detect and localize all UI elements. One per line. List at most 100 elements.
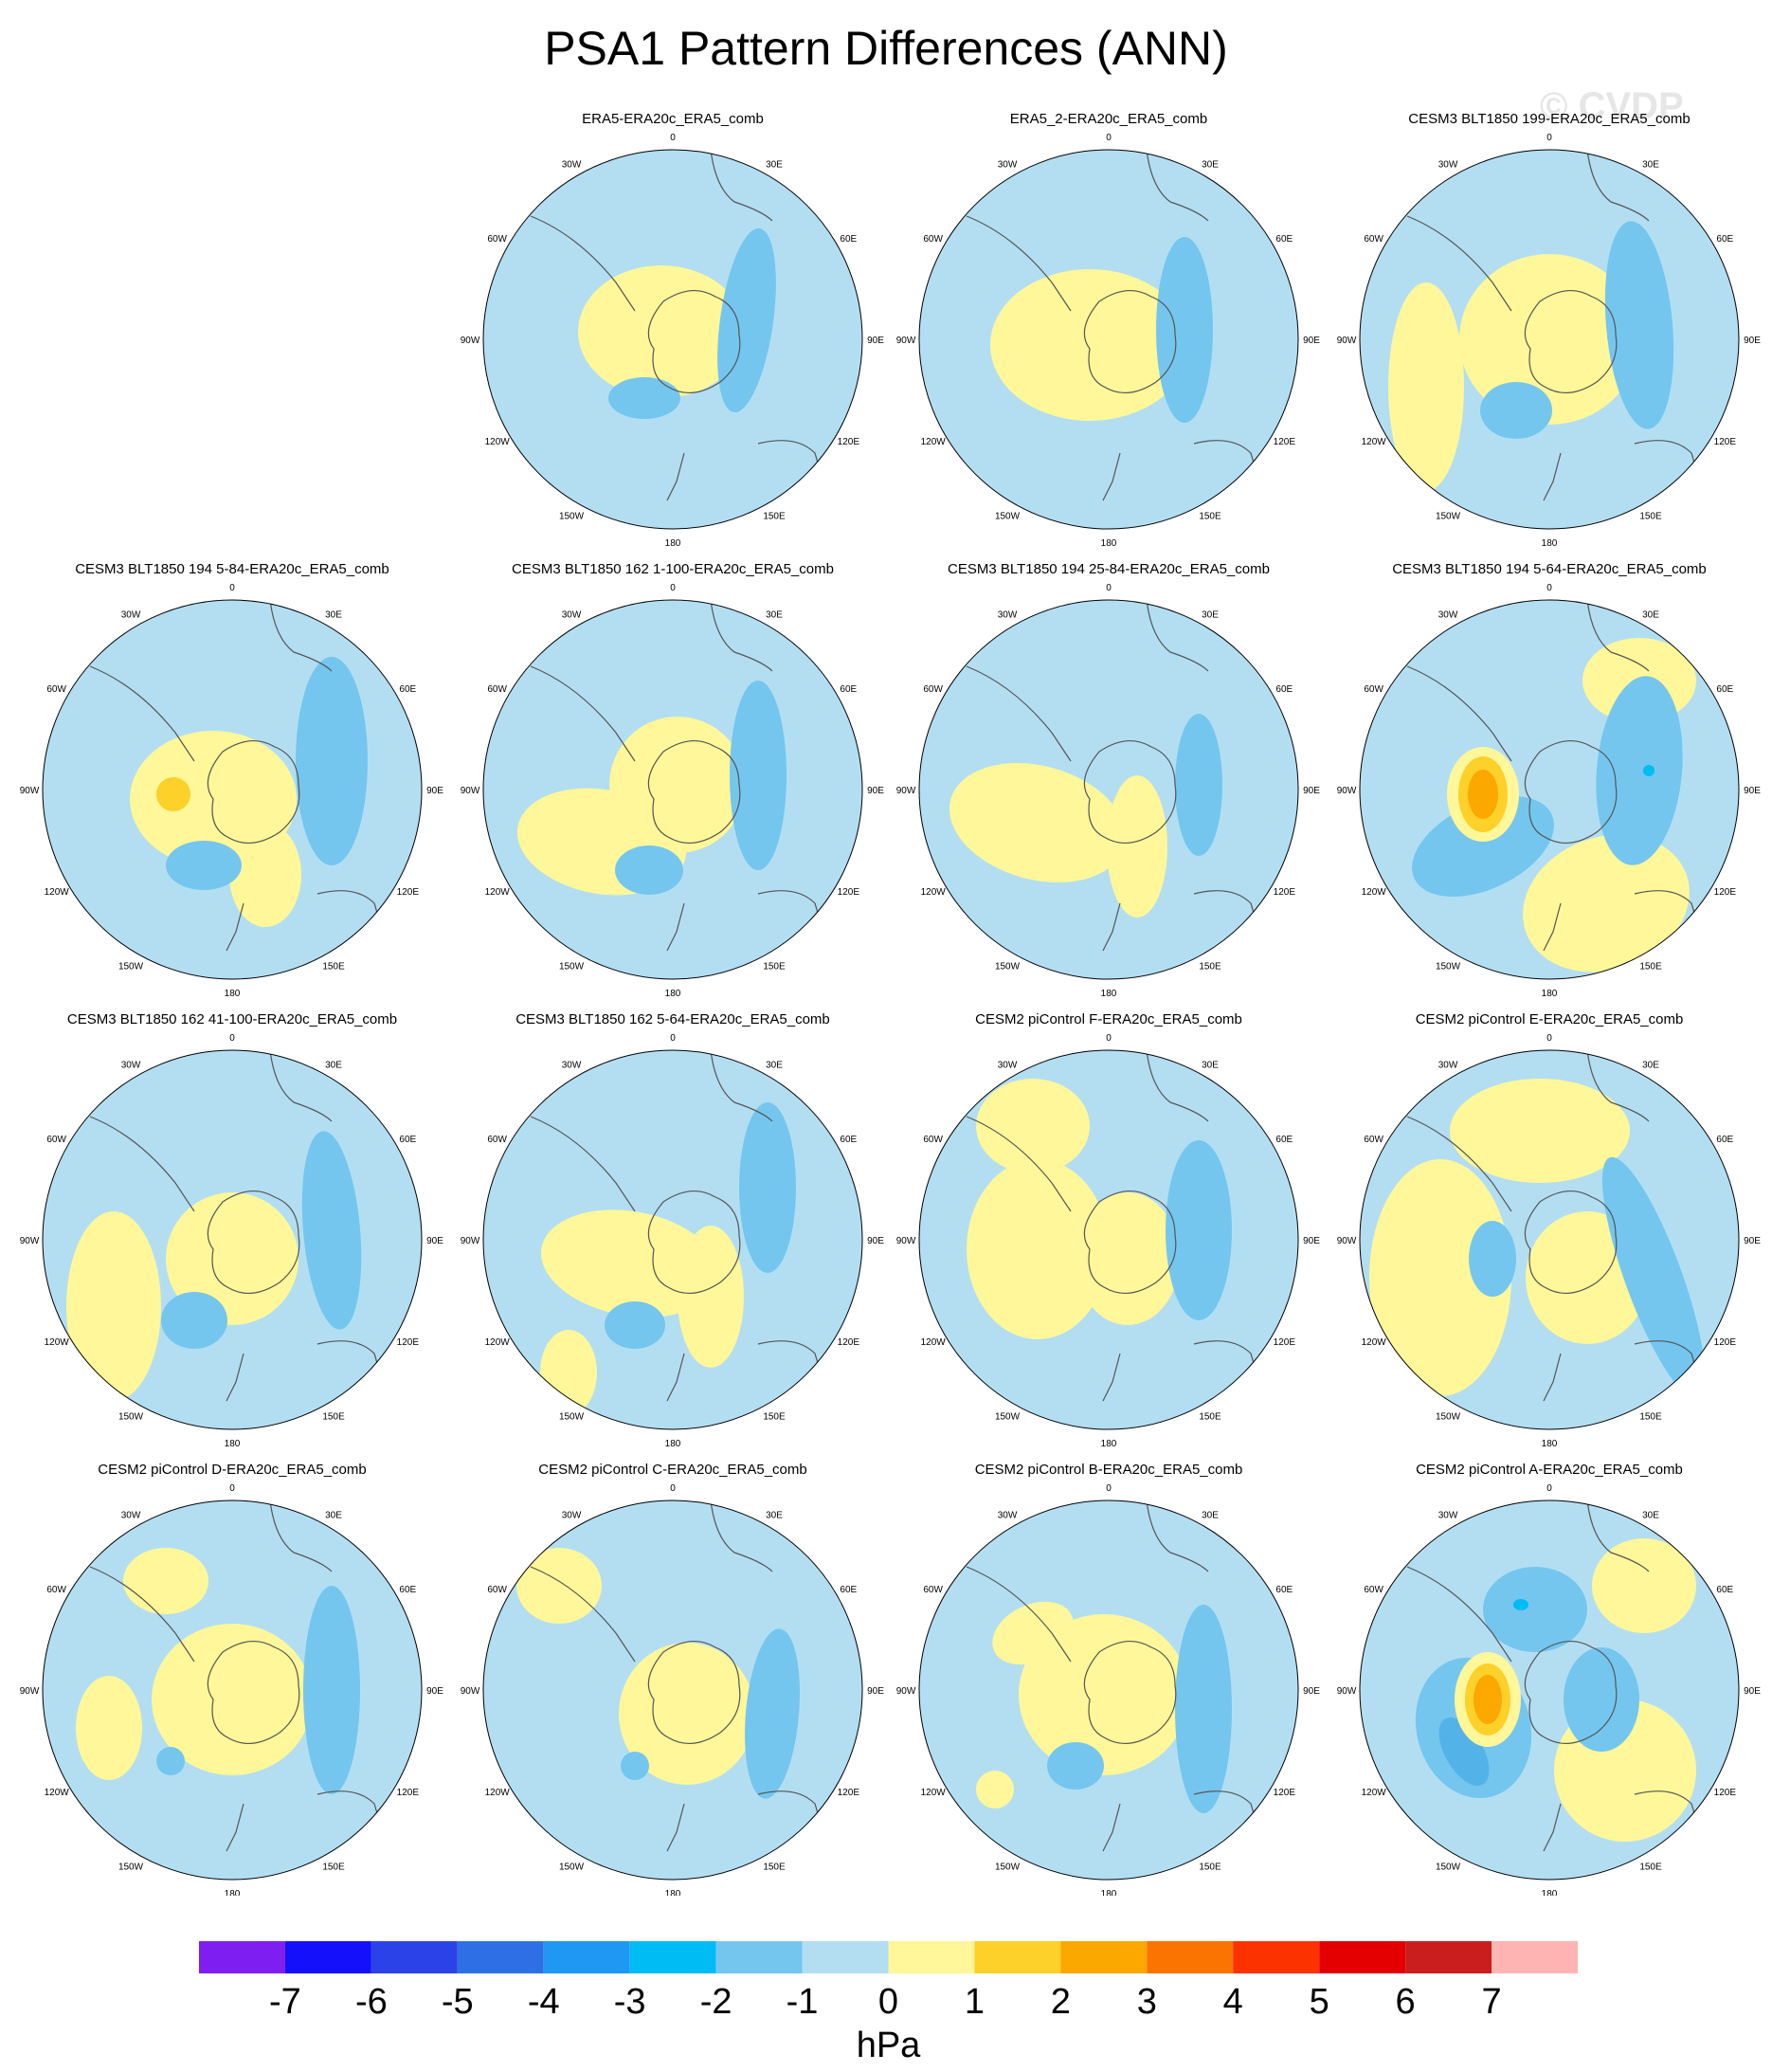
longitude-label: 150W — [118, 1862, 144, 1872]
longitude-label: 60W — [923, 1585, 943, 1595]
anomaly-contour — [1474, 1675, 1502, 1724]
longitude-label: 60W — [46, 1585, 66, 1595]
panel-title: ERA5-ERA20c_ERA5_comb — [582, 111, 764, 127]
figure-title: PSA1 Pattern Differences (ANN) — [544, 22, 1228, 75]
longitude-label: 150E — [763, 961, 786, 972]
longitude-label: 150W — [559, 961, 585, 972]
longitude-label: 60W — [487, 234, 507, 245]
panel-title: CESM2 piControl D-ERA20c_ERA5_comb — [98, 1462, 366, 1478]
map-panel: CESM2 piControl B-ERA20c_ERA5_comb 0 30E 60… — [896, 1462, 1321, 1896]
longitude-label: 90E — [426, 786, 443, 796]
longitude-label: 30W — [998, 160, 1018, 171]
longitude-label: 150W — [559, 1862, 585, 1872]
anomaly-contour — [990, 269, 1189, 421]
longitude-label: 150W — [995, 511, 1021, 521]
longitude-label: 30W — [121, 1511, 141, 1521]
longitude-label: 60W — [487, 1135, 507, 1145]
panel-title: CESM3 BLT1850 162 41-100-ERA20c_ERA5_com… — [67, 1011, 397, 1027]
longitude-label: 180 — [665, 538, 681, 549]
anomaly-contour — [976, 1079, 1090, 1173]
africa-coastline — [269, 1050, 333, 1122]
longitude-label: 30E — [1202, 160, 1219, 171]
africa-coastline — [1146, 1050, 1209, 1122]
longitude-label: 0 — [1106, 583, 1112, 593]
anomaly-contour — [1438, 1717, 1490, 1787]
longitude-label: 150E — [763, 511, 786, 521]
antarctica-coastline — [647, 290, 741, 393]
africa-coastline — [710, 1050, 773, 1122]
longitude-label: 180 — [665, 1889, 681, 1896]
longitude-label: 120W — [921, 1337, 947, 1348]
longitude-label: 0 — [229, 1033, 235, 1044]
longitude-label: 30W — [121, 610, 141, 621]
longitude-label: 120E — [1274, 437, 1296, 447]
colorbar-swatch — [1233, 1941, 1320, 1973]
map-panel: CESM2 piControl C-ERA20c_ERA5_comb 0 30E 60… — [461, 1462, 885, 1896]
longitude-label: 150W — [118, 961, 144, 972]
longitude-label: 0 — [229, 1483, 235, 1494]
new-zealand-coastline — [666, 1803, 685, 1852]
colorbar-tick: -2 — [700, 1982, 732, 2022]
map-panels: ERA5-ERA20c_ERA5_comb 0 30E 60E 90E 120E 150E 1… — [20, 111, 1762, 1896]
longitude-label: 30W — [121, 1061, 141, 1071]
longitude-label: 90E — [867, 336, 884, 346]
map-border — [1359, 149, 1740, 530]
longitude-label: 30E — [766, 160, 783, 171]
map-border — [42, 1049, 423, 1430]
anomaly-contour — [717, 227, 776, 413]
antarctica-coastline — [1083, 290, 1177, 393]
longitude-label: 120E — [1714, 437, 1737, 447]
anomaly-contour — [949, 763, 1127, 882]
new-zealand-coastline — [226, 902, 244, 952]
longitude-label: 120W — [1362, 887, 1387, 898]
new-zealand-coastline — [1102, 1353, 1121, 1402]
longitude-label: 90W — [20, 1686, 40, 1697]
longitude-label: 30W — [998, 1511, 1018, 1521]
longitude-label: 60E — [1716, 684, 1733, 695]
anomaly-contour — [156, 1747, 185, 1775]
longitude-label: 120W — [485, 1788, 511, 1798]
antarctica-coastline — [1524, 1641, 1618, 1744]
colorbar-tick: -4 — [528, 1982, 560, 2022]
colorbar-swatch — [457, 1941, 544, 1973]
anomaly-contour — [1175, 1605, 1232, 1813]
longitude-label: 120E — [1274, 1337, 1296, 1348]
south-america-coastline — [966, 1566, 1072, 1663]
longitude-label: 60E — [399, 1135, 416, 1145]
longitude-label: 30E — [325, 1511, 342, 1521]
colorbar-swatch — [284, 1941, 371, 1973]
longitude-label: 60W — [1364, 1135, 1383, 1145]
colorbar-swatch — [1405, 1941, 1492, 1973]
south-america-coastline — [89, 1566, 195, 1663]
longitude-label: 30E — [1642, 1511, 1659, 1521]
colorbar-tick: -3 — [614, 1982, 646, 2022]
longitude-label: 120W — [485, 437, 511, 447]
longitude-label: 120E — [838, 437, 860, 447]
longitude-label: 0 — [1106, 1483, 1112, 1494]
longitude-label: 150W — [995, 961, 1021, 972]
longitude-label: 180 — [1542, 1889, 1558, 1896]
colorbar-swatch — [629, 1941, 716, 1973]
colorbar-swatch — [1060, 1941, 1148, 1973]
map-border — [482, 1049, 863, 1430]
antarctica-coastline — [1524, 740, 1618, 844]
new-zealand-coastline — [666, 902, 685, 952]
longitude-label: 90W — [20, 1236, 40, 1246]
colorbar-tick: 0 — [878, 1982, 898, 2022]
longitude-label: 30E — [1202, 1061, 1219, 1071]
new-zealand-coastline — [1543, 452, 1562, 501]
longitude-label: 150W — [1436, 511, 1461, 521]
map-border — [482, 1499, 863, 1881]
anomaly-contour — [578, 265, 745, 398]
longitude-label: 90E — [1303, 1686, 1320, 1697]
longitude-label: 120W — [1362, 1337, 1387, 1348]
longitude-label: 30W — [562, 160, 582, 171]
anomaly-contour — [123, 1548, 208, 1614]
map-panel: ERA5-ERA20c_ERA5_comb 0 30E 60E 90E 120E 150E 1… — [461, 111, 885, 549]
longitude-label: 90W — [461, 1686, 480, 1697]
new-zealand-coastline — [1102, 452, 1121, 501]
longitude-label: 150E — [322, 1862, 345, 1872]
longitude-label: 90W — [461, 336, 480, 346]
longitude-label: 90E — [867, 1236, 884, 1246]
longitude-label: 0 — [670, 1033, 676, 1044]
